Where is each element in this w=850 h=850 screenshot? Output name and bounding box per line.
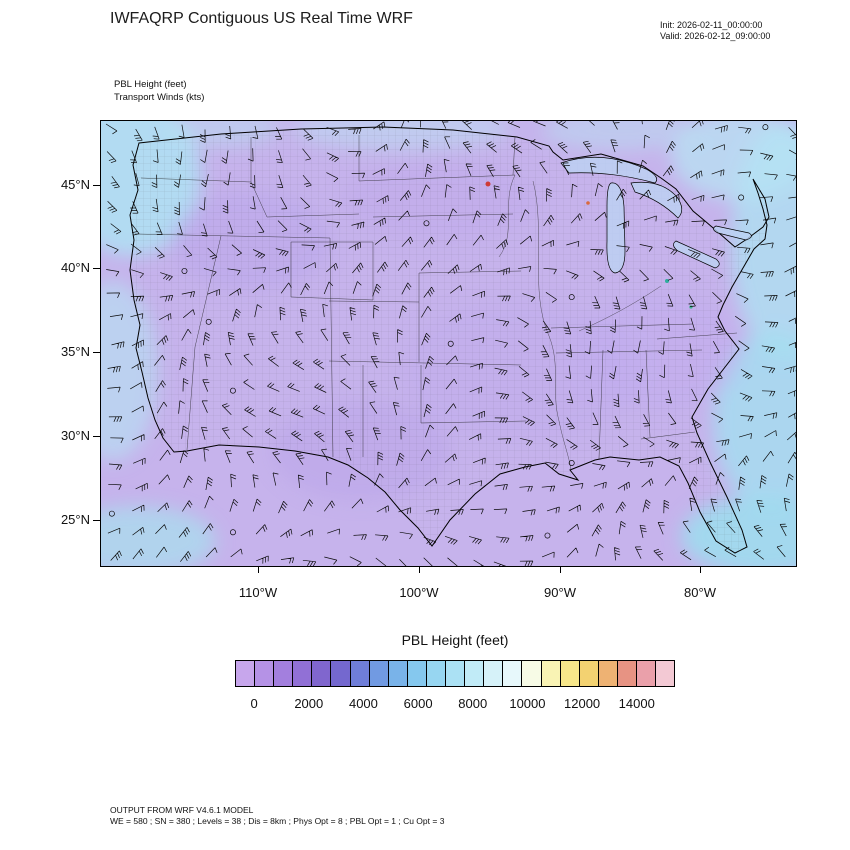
y-axis-tick (93, 520, 100, 521)
y-tick-label: 30°N (60, 428, 90, 443)
valid-time: Valid: 2026-02-12_09:00:00 (660, 31, 771, 41)
x-tick-label: 80°W (684, 585, 716, 600)
colorbar-tick-label: 2000 (294, 696, 324, 711)
colorbar-cell (484, 661, 504, 686)
y-axis-tick (93, 352, 100, 353)
y-tick-label: 45°N (60, 177, 90, 192)
page-title: IWFAQRP Contiguous US Real Time WRF (110, 10, 413, 27)
colorbar-cell (541, 661, 561, 686)
colorbar-cell (369, 661, 389, 686)
colorbar-cell (426, 661, 447, 686)
colorbar-cell (388, 661, 408, 686)
colorbar-cell (236, 661, 256, 686)
colorbar-cell (293, 661, 313, 686)
colorbar-tick-label: 0 (250, 696, 258, 711)
colorbar-tick-label: 8000 (458, 696, 488, 711)
init-time: Init: 2026-02-11_00:00:00 (660, 20, 763, 30)
colorbar-tick-label: 4000 (348, 696, 378, 711)
footer-config-line: WE = 580 ; SN = 380 ; Levels = 38 ; Dis … (110, 816, 445, 826)
y-axis-tick (93, 185, 100, 186)
colorbar-cell (560, 661, 580, 686)
colorbar-tick-label: 12000 (564, 696, 601, 711)
field-label-winds: Transport Winds (kts) (114, 92, 205, 103)
footer-notes: OUTPUT FROM WRF V4.6.1 MODEL WE = 580 ; … (110, 805, 444, 827)
colorbar-cell (255, 661, 275, 686)
x-axis-tick (700, 566, 701, 573)
colorbar-cell (579, 661, 599, 686)
y-axis-tick (93, 436, 100, 437)
colorbar-cell (656, 661, 675, 686)
colorbar-cell (407, 661, 427, 686)
colorbar-tick-label: 6000 (403, 696, 433, 711)
colorbar-cell (446, 661, 466, 686)
colorbar-cell (312, 661, 332, 686)
colorbar-cell (503, 661, 523, 686)
y-tick-label: 25°N (60, 512, 90, 527)
colorbar-cells (235, 660, 675, 687)
colorbar-cell (617, 661, 637, 686)
colorbar-cell (636, 661, 657, 686)
colorbar-cell (522, 661, 542, 686)
x-axis-tick (258, 566, 259, 573)
colorbar-ticks: 0 2000 4000 6000 8000 10000 12000 14000 (235, 696, 675, 712)
x-axis-tick (560, 566, 561, 573)
model-times: Init: 2026-02-11_00:00:00 Valid: 2026-02… (660, 20, 770, 42)
field-label-pbl: PBL Height (feet) (114, 79, 187, 90)
colorbar-tick-label: 14000 (618, 696, 655, 711)
colorbar-tick-label: 10000 (509, 696, 546, 711)
map-frame (100, 120, 797, 567)
y-tick-label: 35°N (60, 344, 90, 359)
footer-model-line: OUTPUT FROM WRF V4.6.1 MODEL (110, 805, 254, 815)
x-axis-tick (419, 566, 420, 573)
colorbar-cell (331, 661, 351, 686)
y-axis-tick (93, 268, 100, 269)
colorbar-cell (350, 661, 370, 686)
x-tick-label: 90°W (544, 585, 576, 600)
colorbar-cell (465, 661, 485, 686)
colorbar-cell (598, 661, 618, 686)
y-tick-label: 40°N (60, 260, 90, 275)
field-labels: PBL Height (feet) Transport Winds (kts) (114, 78, 204, 104)
x-tick-label: 100°W (399, 585, 439, 600)
x-tick-label: 110°W (238, 585, 278, 600)
colorbar-title: PBL Height (feet) (401, 632, 509, 648)
map-canvas (101, 121, 796, 566)
colorbar-cell (274, 661, 294, 686)
